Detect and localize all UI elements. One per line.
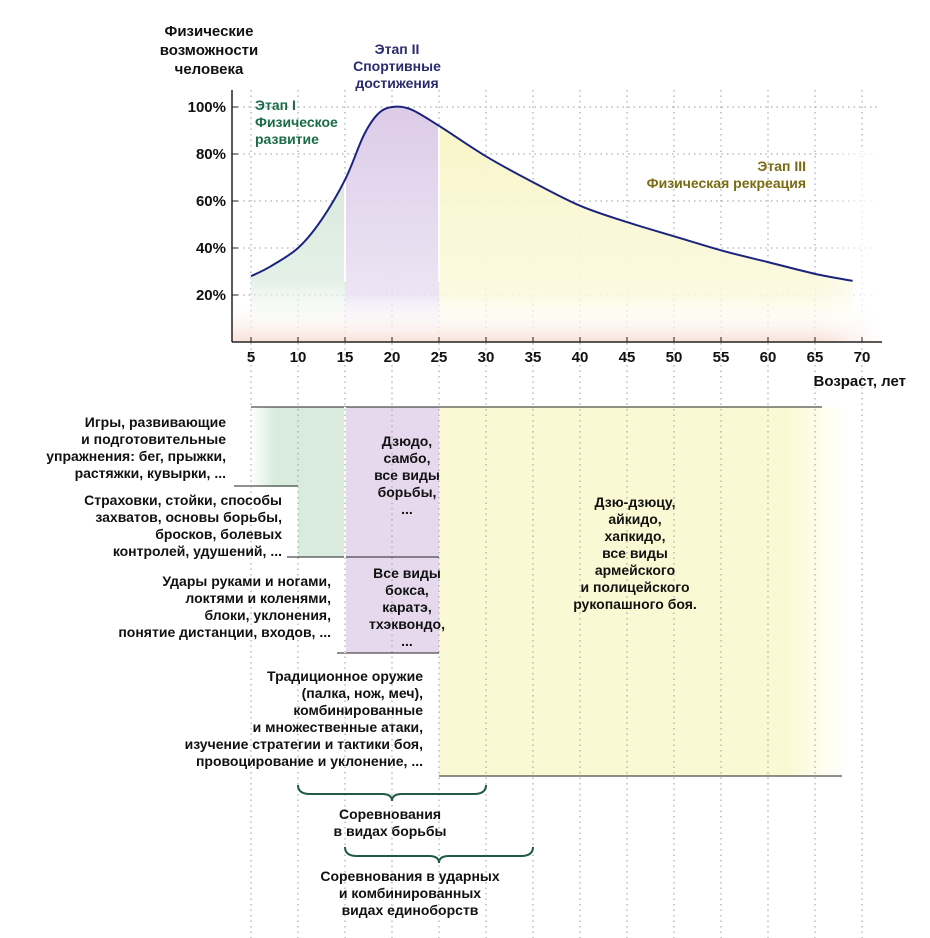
- x-axis-label: Возраст, лет: [813, 373, 906, 390]
- x-tick-label: 50: [666, 349, 683, 366]
- x-tick-label: 65: [807, 349, 824, 366]
- x-tick-label: 20: [384, 349, 401, 366]
- right-fade: [820, 150, 882, 345]
- stage-2-grappling-sports: Дзюдо, самбо, все виды борьбы, ...: [374, 433, 440, 517]
- x-tick-label: 10: [290, 349, 307, 366]
- stage-areas: [232, 105, 882, 345]
- stage-2-label: Этап II Спортивные достижения: [353, 41, 441, 91]
- competition-striking: Соревнования в ударных и комбинированных…: [320, 868, 500, 918]
- activity-striking-basics: Удары руками и ногами, локтями и коленям…: [118, 573, 331, 640]
- stage-area-2: [345, 106, 439, 340]
- stage-1-band-lower: [298, 486, 345, 557]
- x-tick-label: 70: [854, 349, 871, 366]
- stage-3-arts: Дзю-дзюцу, айкидо, хапкидо, все виды арм…: [573, 494, 697, 612]
- stage-1-label: Этап I Физическое развитие: [255, 97, 338, 147]
- chart-axes: 5 10 15 20 25 30 35 40 45 50 55 60 65 70 20% 40% 60% 80% 1…: [188, 90, 882, 366]
- x-tick-label: 15: [337, 349, 354, 366]
- x-tick-label: 35: [525, 349, 542, 366]
- stage-2-striking-sports: Все виды бокса, каратэ, тхэквондо, ...: [369, 565, 445, 649]
- stage-area-3: [439, 125, 853, 340]
- brace-striking: [344, 846, 534, 864]
- capability-curve: [250, 105, 853, 282]
- activity-games: Игры, развивающие и подготовительные упр…: [46, 414, 226, 481]
- stage-3-band: [439, 407, 847, 776]
- y-tick-label: 80%: [196, 146, 226, 163]
- x-tick-label: 5: [247, 349, 255, 366]
- y-tick-label: 100%: [188, 99, 226, 116]
- x-tick-label: 45: [619, 349, 636, 366]
- brace-grappling: [297, 784, 487, 802]
- activity-bands: [234, 406, 847, 777]
- y-axis-label: Физические возможности человека: [159, 23, 259, 78]
- stage-3-label: Этап III Физическая рекреация: [646, 158, 806, 191]
- x-tick-label: 40: [572, 349, 589, 366]
- x-tick-label: 25: [431, 349, 448, 366]
- activity-weapons-tactics: Традиционное оружие (палка, нож, меч), к…: [184, 668, 423, 769]
- x-tick-label: 60: [760, 349, 777, 366]
- x-tick-label: 55: [713, 349, 730, 366]
- y-tick-label: 20%: [196, 287, 226, 304]
- x-tick-label: 30: [478, 349, 495, 366]
- y-tick-label: 60%: [196, 193, 226, 210]
- y-tick-label: 40%: [196, 240, 226, 257]
- competition-grappling: Соревнования в видах борьбы: [333, 806, 447, 839]
- competition-braces: [297, 784, 534, 864]
- activity-grappling-basics: Страховки, стойки, способы захватов, осн…: [84, 492, 282, 559]
